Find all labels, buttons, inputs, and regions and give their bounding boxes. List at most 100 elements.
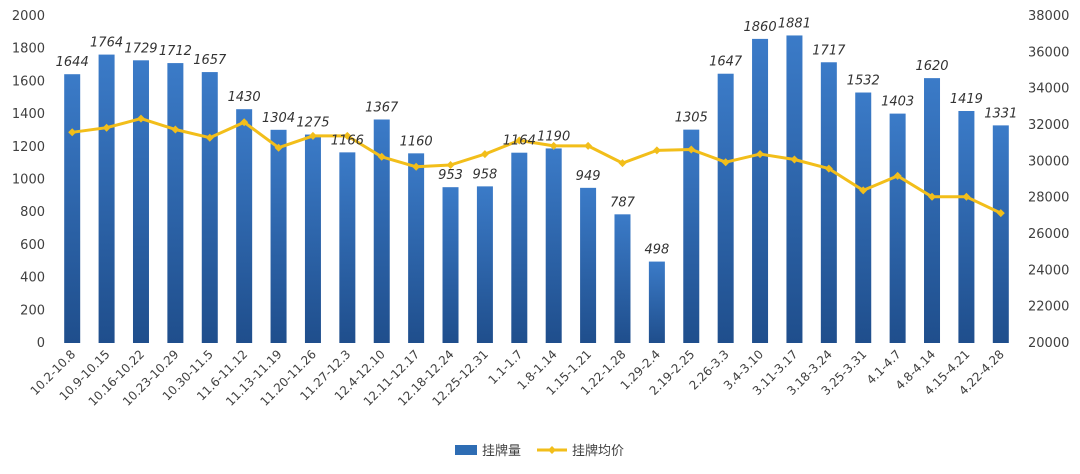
bar-15 — [580, 187, 597, 343]
price-point-17 — [652, 146, 661, 155]
bar-label-4: 1657 — [193, 53, 227, 68]
bar-11 — [442, 187, 459, 343]
bar-label-13: 1164 — [503, 134, 536, 149]
bar-23 — [855, 92, 872, 343]
right-tick-28000: 28000 — [1028, 191, 1069, 206]
bar-8 — [339, 152, 356, 343]
right-tick-26000: 26000 — [1028, 227, 1069, 242]
price-point-21 — [790, 155, 799, 164]
bar-label-27: 1331 — [984, 106, 1017, 121]
bar-label-9: 1367 — [365, 100, 399, 115]
price-point-2 — [136, 114, 145, 123]
price-point-16 — [618, 159, 627, 168]
bar-label-5: 1430 — [228, 90, 261, 105]
price-point-8 — [343, 131, 352, 140]
bar-label-8: 1166 — [331, 133, 364, 148]
bar-series — [64, 35, 1009, 344]
legend: 挂牌量 挂牌均价 — [455, 443, 624, 459]
legend-line-marker — [548, 446, 556, 454]
price-point-22 — [824, 164, 833, 173]
right-tick-20000: 20000 — [1028, 336, 1069, 351]
bar-label-10: 1160 — [400, 134, 433, 149]
left-tick-2000: 2000 — [12, 9, 45, 24]
bar-label-18: 1305 — [675, 111, 708, 126]
bar-label-6: 1304 — [262, 111, 295, 126]
bar-1 — [98, 54, 115, 343]
left-tick-200: 200 — [20, 303, 45, 318]
bar-27 — [992, 125, 1009, 343]
bar-label-12: 958 — [472, 167, 497, 182]
bar-14 — [545, 148, 562, 343]
bar-0 — [64, 74, 81, 344]
right-tick-24000: 24000 — [1028, 263, 1069, 278]
price-line — [72, 117, 1002, 215]
bar-label-14: 1190 — [537, 129, 570, 144]
left-tick-1400: 1400 — [12, 107, 45, 122]
left-tick-1200: 1200 — [12, 140, 45, 155]
price-point-12 — [480, 150, 489, 159]
price-point-7 — [308, 131, 317, 140]
price-point-6 — [274, 143, 283, 152]
right-tick-22000: 22000 — [1028, 300, 1069, 315]
price-point-15 — [584, 141, 593, 150]
bar-label-23: 1532 — [847, 74, 880, 89]
bar-21 — [786, 35, 803, 343]
bar-9 — [373, 119, 390, 343]
bar-7 — [304, 134, 321, 343]
bar-label-2: 1729 — [124, 41, 157, 56]
bar-5 — [236, 109, 253, 343]
bar-12 — [476, 186, 493, 343]
bar-18 — [683, 129, 700, 343]
price-point-3 — [171, 125, 180, 134]
x-axis-ticks: 10.2-10.810.9-10.1510.16-10.2210.23-10.2… — [28, 347, 1007, 409]
left-tick-1000: 1000 — [12, 173, 45, 188]
legend-bar-label: 挂牌量 — [482, 443, 521, 459]
left-tick-0: 0 — [37, 336, 45, 351]
price-point-9 — [377, 152, 386, 161]
price-point-1 — [102, 123, 111, 132]
bar-19 — [717, 73, 734, 343]
price-point-13 — [515, 136, 524, 145]
left-tick-800: 800 — [20, 205, 45, 220]
price-point-25 — [928, 192, 937, 201]
right-axis-ticks: 20000 22000 24000 26000 28000 30000 32000 34000… — [1028, 9, 1069, 351]
bar-label-11: 953 — [438, 168, 463, 183]
price-point-18 — [687, 145, 696, 154]
legend-bar-swatch — [455, 445, 477, 455]
legend-line-label: 挂牌均价 — [572, 443, 624, 459]
price-point-5 — [240, 118, 249, 127]
price-point-10 — [412, 162, 421, 171]
bar-6 — [270, 129, 287, 343]
bar-20 — [752, 38, 769, 343]
bar-label-17: 498 — [644, 243, 669, 258]
left-tick-1800: 1800 — [12, 42, 45, 57]
bar-26 — [958, 110, 975, 343]
bar-4 — [201, 72, 218, 343]
bar-label-3: 1712 — [159, 44, 192, 59]
left-tick-600: 600 — [20, 238, 45, 253]
price-point-24 — [893, 171, 902, 180]
price-point-4 — [205, 133, 214, 142]
bar-label-26: 1419 — [950, 92, 983, 107]
bar-16 — [614, 214, 631, 343]
price-point-19 — [721, 158, 730, 167]
bar-24 — [889, 113, 906, 343]
right-tick-34000: 34000 — [1028, 82, 1069, 97]
price-point-0 — [68, 128, 77, 137]
bar-label-16: 787 — [610, 195, 636, 210]
bar-label-20: 1860 — [744, 20, 777, 35]
bar-25 — [924, 78, 941, 343]
left-axis-ticks: 0 200 400 600 800 1000 1200 1400 1600 1800 2000 — [12, 9, 45, 351]
bar-17 — [648, 261, 665, 343]
line-series — [68, 114, 1005, 218]
price-point-23 — [859, 186, 868, 195]
bar-label-1: 1764 — [90, 36, 123, 51]
bar-label-0: 1644 — [56, 55, 89, 70]
left-tick-1600: 1600 — [12, 74, 45, 89]
price-point-26 — [962, 192, 971, 201]
bar-label-21: 1881 — [778, 16, 811, 31]
bar-label-7: 1275 — [296, 116, 329, 131]
